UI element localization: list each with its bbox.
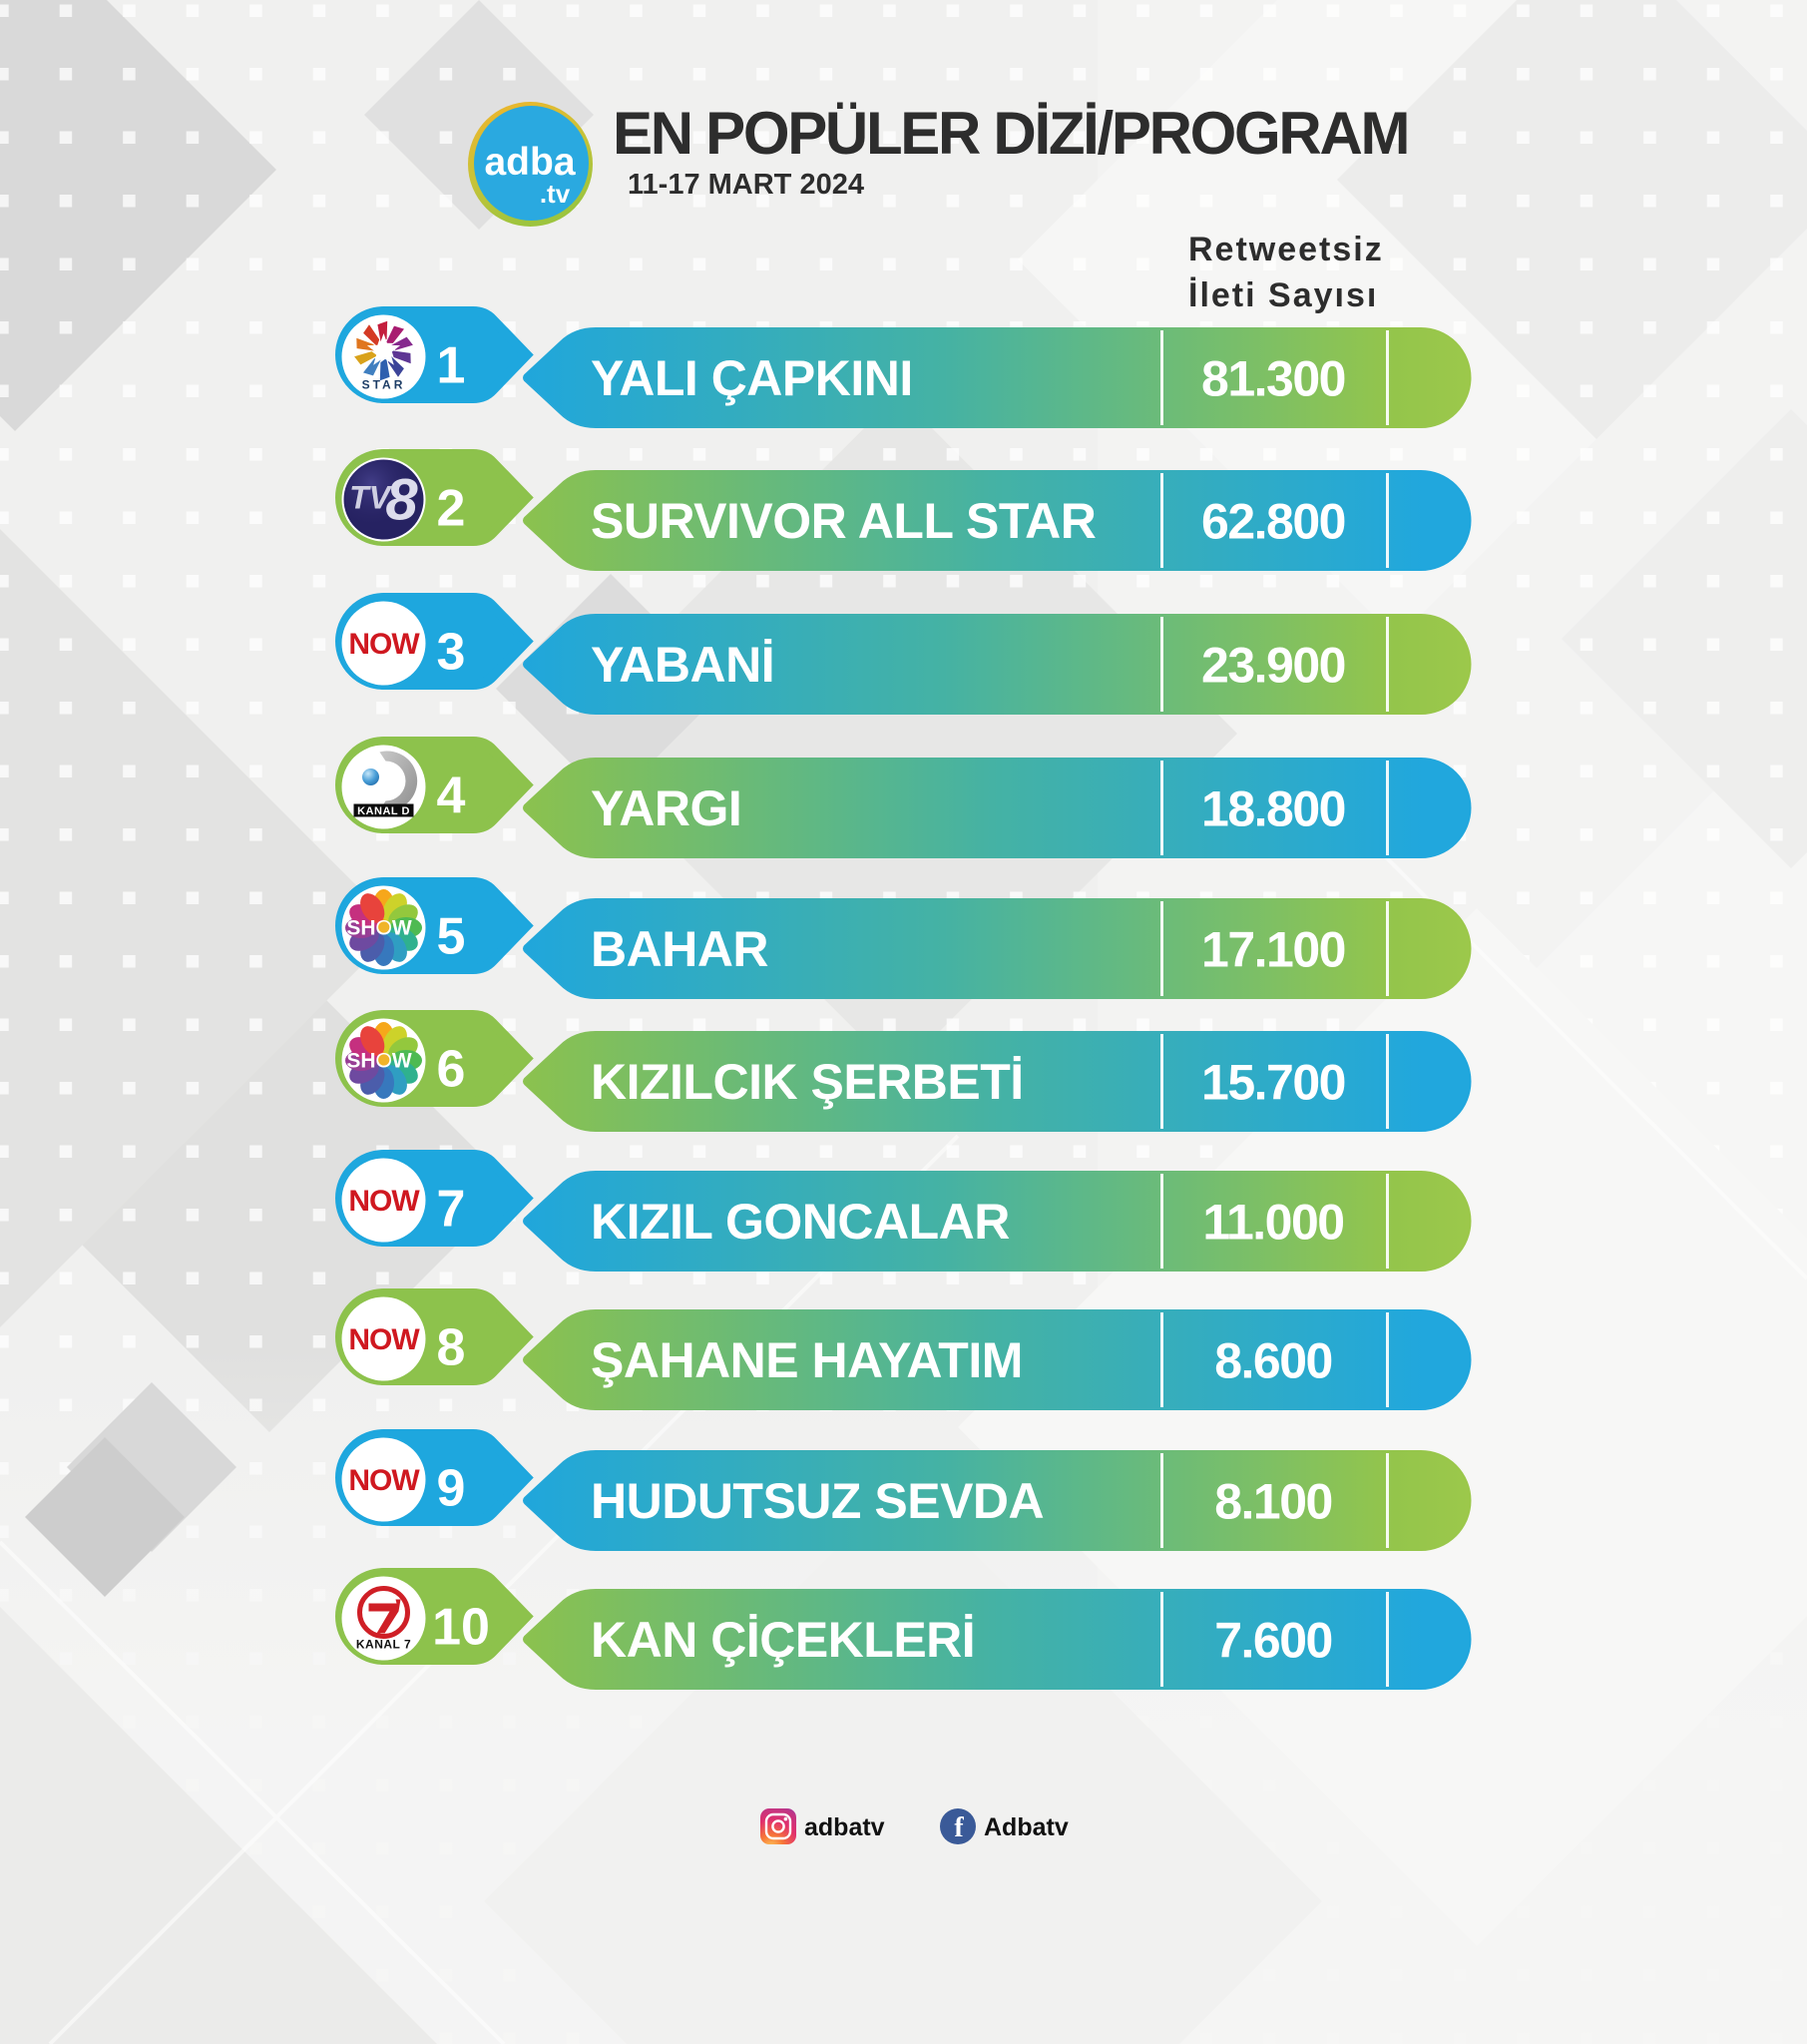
svg-text:TV: TV — [349, 480, 393, 516]
svg-text:KAN ÇİÇEKLERİ: KAN ÇİÇEKLERİ — [591, 1612, 975, 1668]
svg-text:STAR: STAR — [362, 378, 406, 392]
svg-text:Retweetsiz: Retweetsiz — [1188, 231, 1384, 268]
svg-text:KANAL 7: KANAL 7 — [356, 1638, 411, 1652]
svg-text:Adbatv: Adbatv — [984, 1813, 1069, 1841]
svg-text:NOW: NOW — [348, 1464, 420, 1497]
svg-text:17.100: 17.100 — [1201, 922, 1345, 978]
svg-text:8.100: 8.100 — [1214, 1474, 1332, 1530]
svg-text:5: 5 — [437, 908, 466, 966]
svg-text:KIZIL GONCALAR: KIZIL GONCALAR — [591, 1194, 1010, 1250]
svg-text:11-17 MART 2024: 11-17 MART 2024 — [628, 169, 864, 201]
svg-text:YARGI: YARGI — [591, 780, 741, 836]
svg-text:.tv: .tv — [540, 179, 571, 209]
svg-text:4: 4 — [437, 767, 466, 825]
svg-text:f: f — [954, 1812, 964, 1843]
svg-text:81.300: 81.300 — [1201, 351, 1345, 407]
svg-text:İleti Sayısı: İleti Sayısı — [1188, 276, 1378, 314]
svg-text:ŞAHANE HAYATIM: ŞAHANE HAYATIM — [591, 1332, 1023, 1388]
svg-text:YABANİ: YABANİ — [591, 637, 774, 693]
svg-text:1: 1 — [437, 337, 466, 395]
svg-text:adba: adba — [484, 141, 575, 184]
svg-text:18.800: 18.800 — [1201, 781, 1345, 837]
svg-text:9: 9 — [437, 1460, 466, 1518]
svg-text:8.600: 8.600 — [1214, 1333, 1332, 1389]
svg-text:YALI ÇAPKINI: YALI ÇAPKINI — [591, 350, 913, 406]
svg-text:adbatv: adbatv — [804, 1813, 885, 1841]
svg-text:23.900: 23.900 — [1201, 638, 1345, 694]
svg-text:NOW: NOW — [348, 1185, 420, 1218]
svg-text:KANAL D: KANAL D — [357, 805, 410, 817]
svg-text:2: 2 — [437, 480, 466, 538]
svg-text:NOW: NOW — [348, 1323, 420, 1356]
svg-text:EN POPÜLER DİZİ/PROGRAM: EN POPÜLER DİZİ/PROGRAM — [613, 100, 1408, 167]
svg-text:62.800: 62.800 — [1201, 494, 1345, 550]
svg-text:SURVIVOR ALL STAR: SURVIVOR ALL STAR — [591, 493, 1097, 549]
svg-text:BAHAR: BAHAR — [591, 921, 768, 977]
svg-text:7: 7 — [437, 1181, 466, 1239]
svg-text:15.700: 15.700 — [1201, 1055, 1345, 1111]
svg-text:11.000: 11.000 — [1202, 1195, 1343, 1251]
svg-text:KIZILCIK ŞERBETİ: KIZILCIK ŞERBETİ — [591, 1054, 1024, 1110]
svg-text:8: 8 — [437, 1319, 466, 1377]
svg-text:3: 3 — [437, 624, 466, 682]
svg-text:HUDUTSUZ SEVDA: HUDUTSUZ SEVDA — [591, 1473, 1044, 1529]
svg-text:7.600: 7.600 — [1214, 1613, 1332, 1669]
svg-text:8: 8 — [385, 468, 418, 533]
svg-text:NOW: NOW — [348, 628, 420, 661]
svg-text:10: 10 — [432, 1599, 490, 1657]
svg-text:6: 6 — [437, 1041, 466, 1099]
